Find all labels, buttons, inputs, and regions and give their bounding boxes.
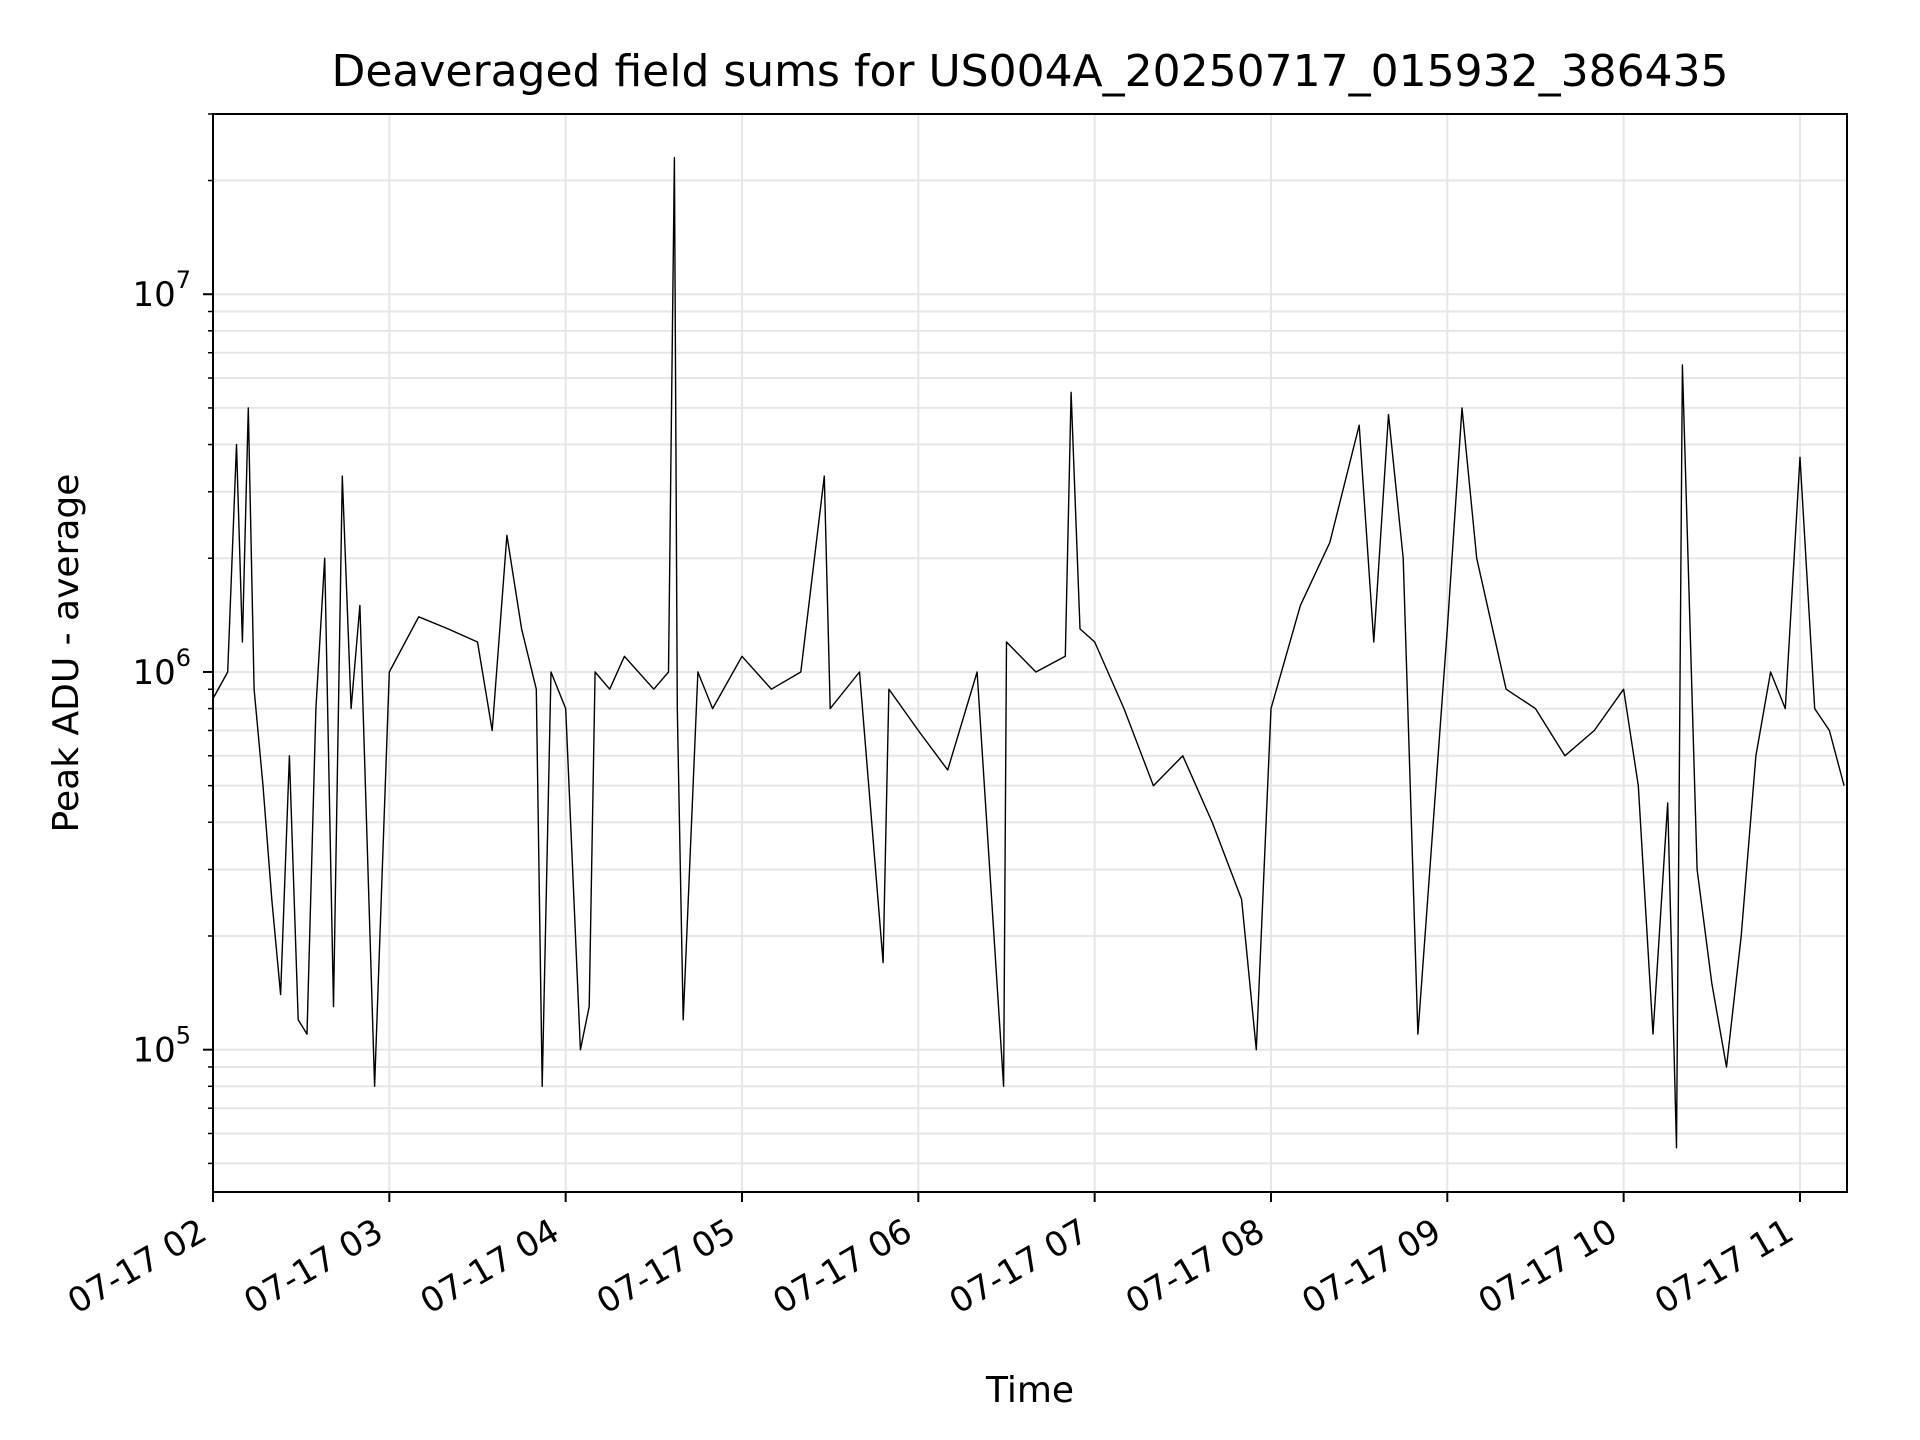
plot-area: [212, 156, 1845, 1149]
series-line-0: [212, 156, 1845, 1149]
y-tick-label: 105: [132, 1022, 191, 1071]
y-tick-label: 107: [132, 266, 191, 315]
y-axis-label: Peak ADU - average: [46, 474, 87, 833]
chart-title: Deaveraged field sums for US004A_2025071…: [331, 46, 1728, 97]
y-axis-ticks: 105 106 107: [132, 113, 213, 1165]
axes-frame: [212, 113, 1848, 1193]
y-tick-label: 106: [132, 644, 191, 693]
grid-lines: [212, 113, 1847, 1192]
x-axis-label: Time: [985, 1370, 1074, 1411]
